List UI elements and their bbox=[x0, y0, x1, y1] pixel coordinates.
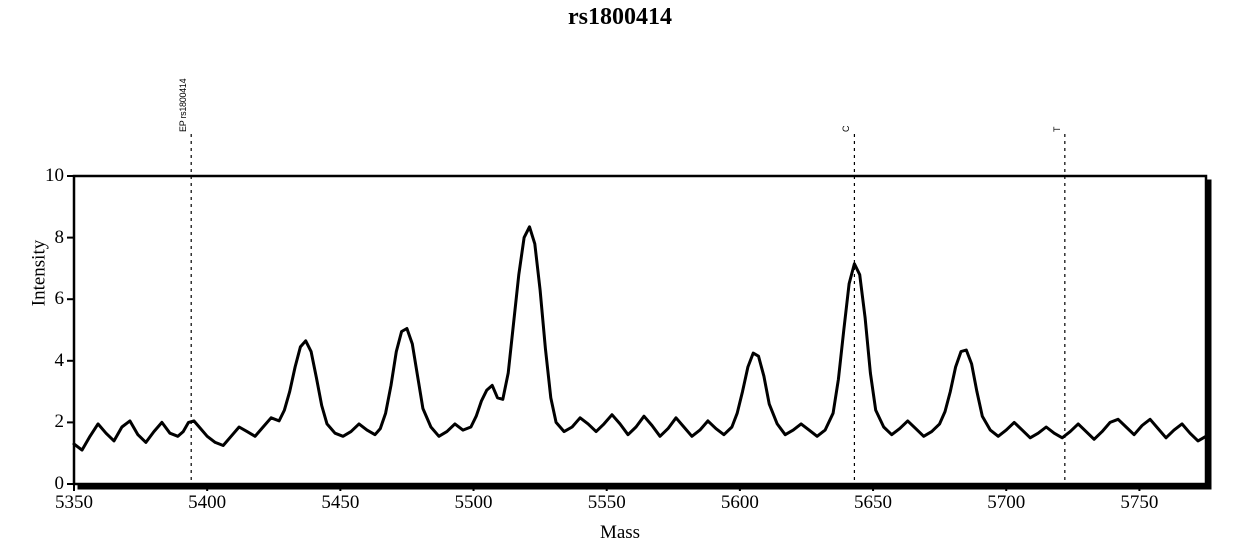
chart-container: rs1800414 Intensity Mass 0246810 5350540… bbox=[0, 0, 1240, 546]
x-axis-label: Mass bbox=[0, 522, 1240, 544]
chart-title: rs1800414 bbox=[0, 4, 1240, 31]
marker-label: EP rs1800414 bbox=[178, 79, 188, 132]
x-tick-label: 5400 bbox=[188, 492, 226, 514]
y-tick-label: 2 bbox=[28, 411, 64, 433]
x-tick-label: 5700 bbox=[987, 492, 1025, 514]
y-tick-label: 8 bbox=[28, 227, 64, 249]
marker-label: C bbox=[841, 126, 851, 132]
x-tick-label: 5500 bbox=[455, 492, 493, 514]
x-tick-label: 5450 bbox=[321, 492, 359, 514]
y-tick-label: 4 bbox=[28, 350, 64, 372]
x-tick-label: 5650 bbox=[854, 492, 892, 514]
x-tick-label: 5350 bbox=[55, 492, 93, 514]
marker-label: T bbox=[1052, 127, 1062, 132]
x-tick-label: 5750 bbox=[1120, 492, 1158, 514]
y-tick-label: 6 bbox=[28, 288, 64, 310]
x-tick-label: 5550 bbox=[588, 492, 626, 514]
y-tick-label: 10 bbox=[28, 165, 64, 187]
x-tick-label: 5600 bbox=[721, 492, 759, 514]
